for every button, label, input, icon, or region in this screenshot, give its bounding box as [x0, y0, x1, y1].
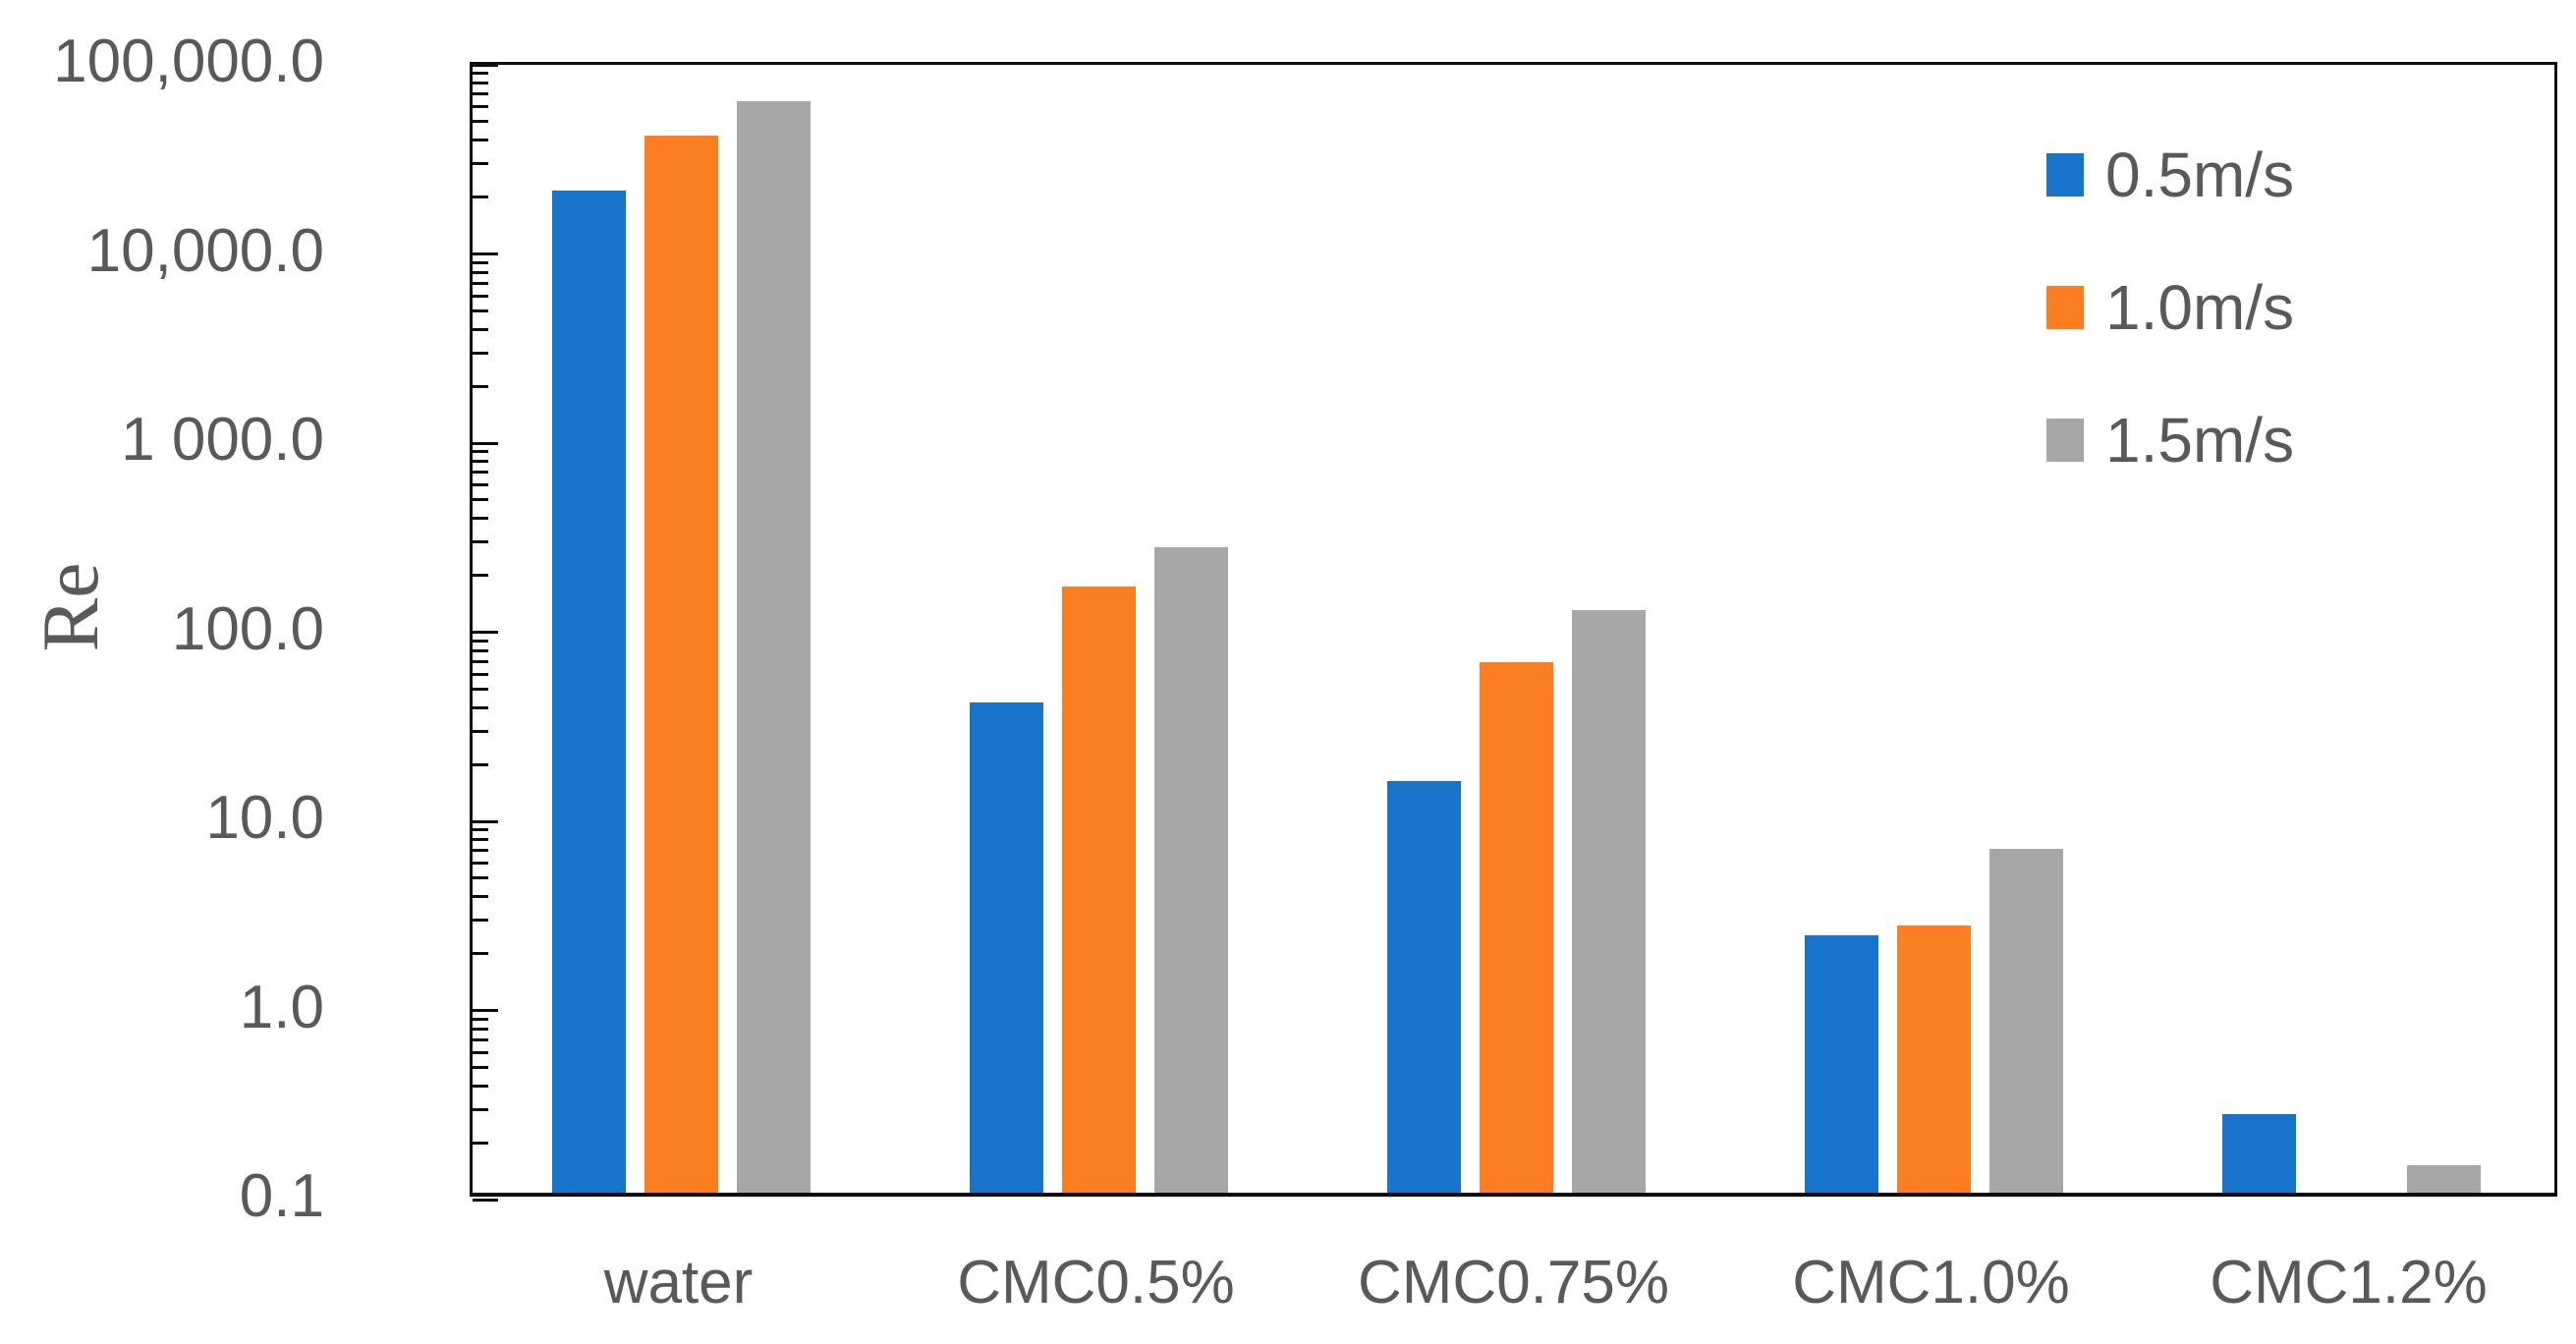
- y-tick-label: 0.1: [239, 1162, 324, 1230]
- bar-cmc1.0-1.0ms: [1897, 924, 1971, 1193]
- y-axis-minor-tick: [473, 849, 488, 853]
- y-tick-label: 10.0: [205, 784, 324, 852]
- bar-cmc0.5-1.0ms: [1062, 587, 1136, 1193]
- y-axis-minor-tick: [473, 517, 488, 521]
- legend-swatch-icon: [2046, 285, 2084, 329]
- y-axis-minor-tick: [473, 105, 488, 109]
- y-axis-tick-labels: 100,000.0 10,000.0 1 000.0 100.0 10.0 1.0 0.1: [0, 28, 324, 1230]
- y-axis-minor-tick: [473, 1017, 488, 1021]
- x-category-label: CMC0.75%: [1358, 1249, 1669, 1316]
- legend-swatch-icon: [2046, 418, 2084, 462]
- y-axis-minor-tick: [473, 120, 488, 124]
- legend-item: 0.5m/s: [2046, 108, 2294, 241]
- y-axis-minor-tick: [473, 260, 488, 264]
- y-axis-minor-tick: [473, 895, 488, 899]
- y-axis-minor-tick: [473, 1141, 488, 1145]
- y-axis-major-tick: [473, 441, 498, 445]
- y-axis-minor-tick: [473, 281, 488, 285]
- y-axis-minor-tick: [473, 648, 488, 652]
- y-tick-label: 100,000.0: [53, 28, 324, 95]
- y-axis-minor-tick: [473, 838, 488, 842]
- y-axis-minor-tick: [473, 308, 488, 312]
- bar-cmc0.5-1.5ms: [1154, 546, 1228, 1193]
- x-category-label: CMC0.5%: [957, 1249, 1235, 1316]
- bar-cmc0.5-0.5ms: [970, 702, 1043, 1193]
- legend-swatch-icon: [2046, 152, 2084, 196]
- plot-area: [470, 62, 2557, 1202]
- y-axis-minor-tick: [473, 659, 488, 663]
- y-axis-minor-tick: [473, 1084, 488, 1088]
- y-axis-minor-tick: [473, 1107, 488, 1111]
- bar-cmc0.75-1.5ms: [1572, 610, 1646, 1193]
- y-axis-minor-tick: [473, 705, 488, 709]
- bar-water-0.5ms: [552, 190, 626, 1193]
- legend-label: 0.5m/s: [2105, 139, 2295, 210]
- y-tick-label: 100.0: [171, 594, 324, 663]
- y-axis-minor-tick: [473, 1050, 488, 1054]
- y-axis-minor-tick: [473, 450, 488, 454]
- y-axis-major-tick: [473, 1009, 498, 1012]
- bar-cmc1.0-1.5ms: [1989, 848, 2063, 1193]
- y-axis-major-tick: [473, 63, 498, 67]
- y-axis-minor-tick: [473, 72, 488, 76]
- y-tick-label: 1.0: [239, 973, 324, 1041]
- y-axis-minor-tick: [473, 952, 488, 956]
- bar-cmc1.2-1.5ms: [2407, 1164, 2481, 1193]
- bar-cmc1.0-0.5ms: [1805, 934, 1878, 1193]
- y-axis-minor-tick: [473, 862, 488, 866]
- y-axis-minor-tick: [473, 919, 488, 923]
- y-axis-major-tick: [473, 819, 498, 823]
- y-axis-minor-tick: [473, 639, 488, 643]
- y-axis-minor-tick: [473, 1027, 488, 1031]
- y-axis-minor-tick: [473, 762, 488, 766]
- bar-water-1.5ms: [737, 101, 811, 1193]
- bar-cmc1.2-0.5ms: [2222, 1114, 2296, 1193]
- y-axis-minor-tick: [473, 162, 488, 166]
- y-axis-minor-tick: [473, 483, 488, 487]
- y-axis-minor-tick: [473, 876, 488, 880]
- y-axis-major-tick: [473, 631, 498, 634]
- y-axis-minor-tick: [473, 294, 488, 298]
- legend: 0.5m/s 1.0m/s 1.5m/s: [2046, 108, 2294, 506]
- bar-cmc0.75-0.5ms: [1387, 781, 1461, 1193]
- y-axis-minor-tick: [473, 540, 488, 544]
- y-axis-minor-tick: [473, 92, 488, 96]
- y-axis-minor-tick: [473, 672, 488, 676]
- y-tick-label: 10,000.0: [86, 216, 324, 285]
- y-axis-minor-tick: [473, 687, 488, 691]
- x-category-label: water: [603, 1249, 754, 1316]
- y-axis-minor-tick: [473, 351, 488, 355]
- y-tick-label: 1 000.0: [121, 406, 324, 474]
- y-axis-minor-tick: [473, 82, 488, 85]
- y-axis-minor-tick: [473, 270, 488, 274]
- bar-water-1.0ms: [644, 135, 718, 1193]
- y-axis-minor-tick: [473, 729, 488, 733]
- y-axis-minor-tick: [473, 327, 488, 331]
- legend-item: 1.0m/s: [2046, 241, 2294, 373]
- x-category-label: CMC1.0%: [1792, 1249, 2070, 1316]
- legend-label: 1.5m/s: [2105, 404, 2295, 476]
- bar-cmc0.75-1.0ms: [1480, 661, 1553, 1193]
- y-axis-minor-tick: [473, 139, 488, 142]
- y-axis-major-tick: [473, 1198, 498, 1202]
- y-axis-minor-tick: [473, 471, 488, 475]
- y-axis-minor-tick: [473, 828, 488, 832]
- y-axis-minor-tick: [473, 460, 488, 464]
- y-axis-minor-tick: [473, 574, 488, 578]
- legend-label: 1.0m/s: [2105, 271, 2295, 343]
- y-axis-major-tick: [473, 252, 498, 255]
- y-axis-minor-tick: [473, 1037, 488, 1041]
- y-axis-minor-tick: [473, 384, 488, 388]
- y-axis-minor-tick: [473, 498, 488, 502]
- legend-item: 1.5m/s: [2046, 373, 2294, 506]
- y-axis-minor-tick: [473, 196, 488, 199]
- y-axis-minor-tick: [473, 1065, 488, 1069]
- x-category-label: CMC1.2%: [2210, 1249, 2488, 1316]
